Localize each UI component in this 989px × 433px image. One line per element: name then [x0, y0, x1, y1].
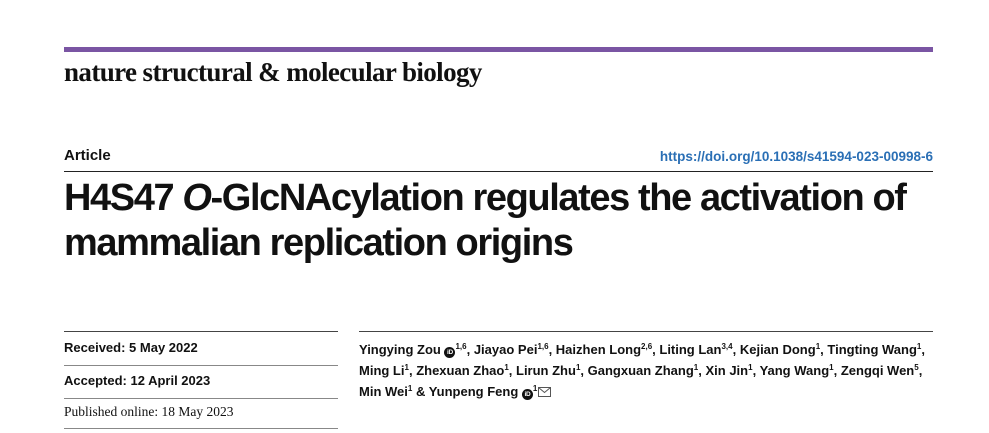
- author-name[interactable]: Yunpeng Feng iD1: [428, 384, 552, 400]
- author-name-text: Gangxuan Zhang: [587, 363, 694, 378]
- author-name-text: Haizhen Long: [555, 342, 642, 357]
- author-name[interactable]: Haizhen Long2,6: [556, 342, 652, 357]
- accepted-label: Accepted:: [64, 373, 127, 388]
- author-affiliation: 1,6: [537, 342, 549, 351]
- author-name[interactable]: Yingying Zou iD1,6: [359, 342, 467, 358]
- author-name-text: Xin Jin: [705, 363, 749, 378]
- author-affiliation: 1: [748, 363, 753, 372]
- received-label: Received:: [64, 340, 126, 355]
- author-name-text: Lirun Zhu: [516, 363, 576, 378]
- dates-divider: [64, 398, 338, 399]
- author-name[interactable]: Tingting Wang1: [827, 342, 921, 357]
- author-name[interactable]: Xin Jin1: [705, 363, 752, 378]
- header-divider: [64, 171, 933, 172]
- author-name[interactable]: Yang Wang1: [760, 363, 834, 378]
- author-name[interactable]: Min Wei1: [359, 384, 412, 399]
- author-list: Yingying Zou iD1,6, Jiayao Pei1,6, Haizh…: [359, 342, 925, 400]
- author-affiliation: 1: [404, 363, 409, 372]
- author-affiliation: 1,6: [455, 342, 467, 351]
- author-name-text: Yingying Zou: [359, 342, 441, 357]
- orcid-icon[interactable]: iD: [521, 389, 533, 400]
- author-name-text: Zengqi Wen: [840, 363, 915, 378]
- authors-divider-top: [359, 331, 933, 332]
- dates-divider: [64, 428, 338, 429]
- author-affiliation: 1: [693, 363, 699, 372]
- author-affiliation: 1: [829, 363, 834, 372]
- published-value: 18 May 2023: [161, 404, 234, 419]
- author-name[interactable]: Ming Li1: [359, 363, 409, 378]
- title-part1: H4S47: [64, 177, 183, 219]
- accepted-value: 12 April 2023: [130, 373, 211, 388]
- author-name-text: Min Wei: [359, 384, 408, 399]
- author-name[interactable]: Lirun Zhu1: [516, 363, 580, 378]
- mail-icon[interactable]: [538, 387, 552, 397]
- author-name-text: Tingting Wang: [827, 342, 917, 357]
- author-name[interactable]: Zengqi Wen5: [841, 363, 919, 378]
- author-name-text: Zhexuan Zhao: [416, 363, 505, 378]
- article-type: Article: [64, 147, 111, 164]
- author-name-text: Yang Wang: [759, 363, 830, 378]
- author-affiliation: 5: [914, 363, 919, 372]
- author-name[interactable]: Jiayao Pei1,6: [474, 342, 549, 357]
- author-name[interactable]: Zhexuan Zhao1: [416, 363, 509, 378]
- journal-name: nature structural & molecular biology: [64, 57, 482, 87]
- title-part2: -GlcNAcylation regulates the activation …: [64, 177, 907, 264]
- journal-accent-bar: [64, 47, 933, 52]
- received-date: Received: 5 May 2022: [64, 340, 198, 355]
- author-affiliation: 1: [504, 363, 509, 372]
- author-name-text: Kejian Dong: [739, 342, 816, 357]
- author-affiliation: 2,6: [641, 342, 653, 351]
- author-name-text: Liting Lan: [659, 342, 722, 357]
- received-value: 5 May 2022: [129, 340, 198, 355]
- author-name[interactable]: Kejian Dong1: [740, 342, 820, 357]
- published-date: Published online: 18 May 2023: [64, 404, 234, 420]
- author-name-text: Jiayao Pei: [473, 342, 538, 357]
- title-italic: O: [182, 177, 212, 219]
- author-affiliation: 1: [916, 342, 922, 351]
- orcid-icon[interactable]: iD: [444, 347, 456, 358]
- dates-divider-top: [64, 331, 338, 332]
- author-affiliation: 1: [532, 384, 538, 393]
- author-affiliation: 1: [815, 342, 821, 351]
- author-affiliation: 1: [575, 363, 581, 372]
- author-name[interactable]: Liting Lan3,4: [659, 342, 732, 357]
- dates-divider: [64, 365, 338, 366]
- author-name-text: Ming Li: [359, 363, 405, 378]
- published-label: Published online:: [64, 404, 159, 419]
- author-affiliation: 1: [407, 384, 413, 393]
- article-title: H4S47 O-GlcNAcylation regulates the acti…: [64, 176, 933, 266]
- doi-link[interactable]: https://doi.org/10.1038/s41594-023-00998…: [659, 149, 933, 164]
- author-name-text: Yunpeng Feng: [428, 384, 519, 399]
- author-name[interactable]: Gangxuan Zhang1: [588, 363, 699, 378]
- accepted-date: Accepted: 12 April 2023: [64, 373, 210, 388]
- author-affiliation: 3,4: [721, 342, 733, 351]
